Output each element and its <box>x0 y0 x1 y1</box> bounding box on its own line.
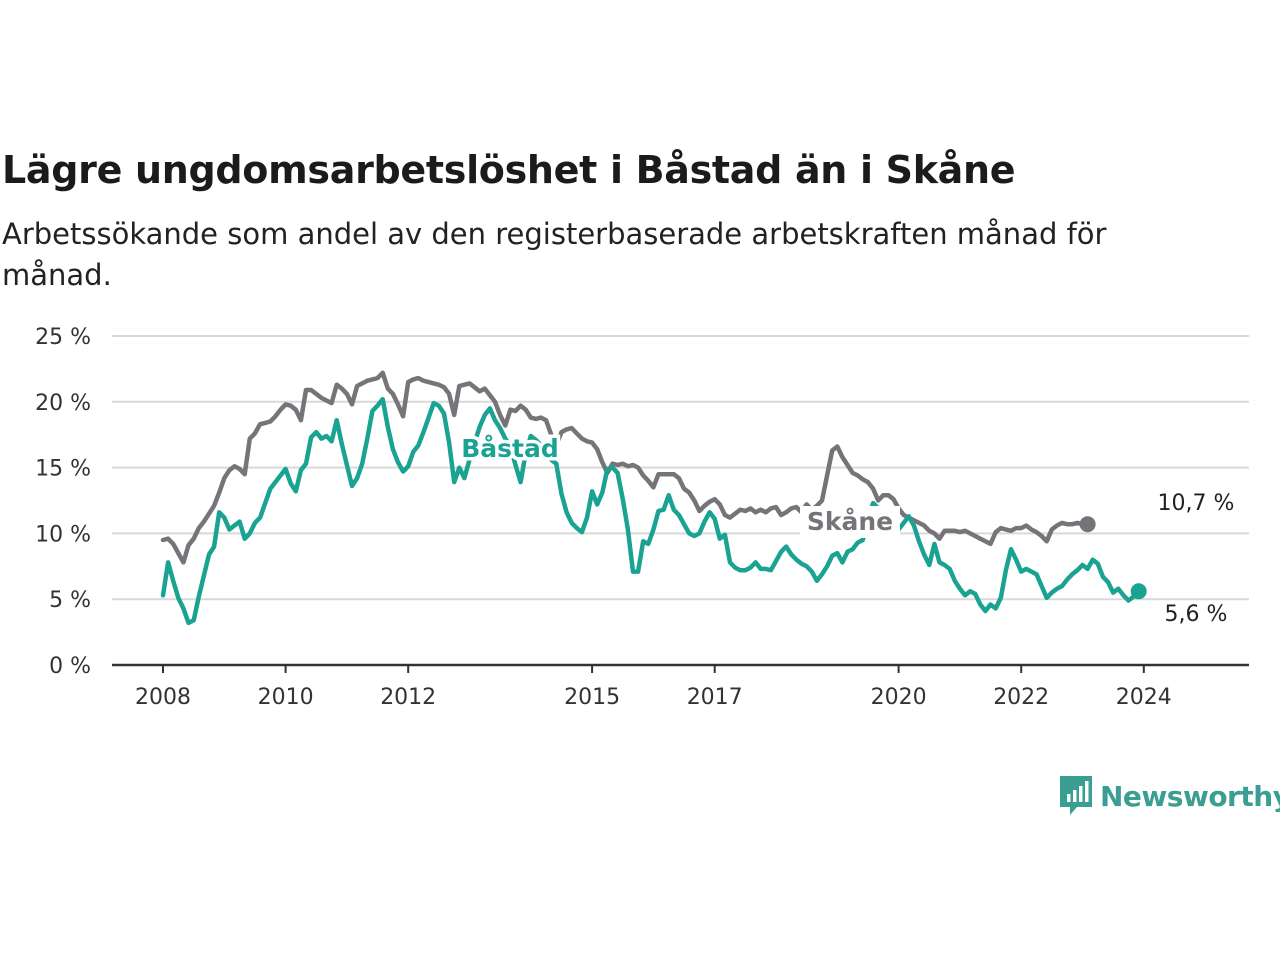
x-tick-label: 2022 <box>993 685 1049 710</box>
y-tick-label: 25 % <box>35 325 91 350</box>
x-tick-label: 2012 <box>380 685 436 710</box>
y-tick-label: 5 % <box>49 588 91 613</box>
series-line-skne <box>160 370 1090 565</box>
x-tick-label: 2024 <box>1116 685 1172 710</box>
series-label-bastad: Båstad <box>461 434 559 463</box>
end-value-label-skane: 10,7 % <box>1158 491 1235 516</box>
x-tick-label: 2008 <box>135 685 191 710</box>
series-end-marker <box>1130 583 1147 600</box>
y-tick-label: 20 % <box>35 391 91 416</box>
y-tick-label: 15 % <box>35 457 91 482</box>
axes: 0 % 5 % 10 % 15 % 20 % 25 % 2008 2010 2012 2015 20… <box>35 325 1249 710</box>
x-tick-label: 2010 <box>258 685 314 710</box>
newsworthy-brand[interactable]: Newsworthy <box>1058 774 1280 818</box>
labels: Skåne Båstad 10,7 % 5,6 % <box>458 431 1235 628</box>
end-value-label-bastad: 5,6 % <box>1165 602 1228 627</box>
x-tick-label: 2017 <box>687 685 743 710</box>
chart-title: Lägre ungdomsarbetslöshet i Båstad än i … <box>2 148 1016 192</box>
series-lines <box>160 370 1147 626</box>
series-end-marker <box>1079 516 1096 533</box>
series-line-bstad <box>160 396 1141 626</box>
y-tick-label: 0 % <box>49 654 91 679</box>
newsworthy-logo-icon <box>1060 776 1092 815</box>
grid-lines <box>112 335 1249 601</box>
y-tick-label: 10 % <box>35 522 91 547</box>
x-tick-label: 2015 <box>564 685 620 710</box>
line-chart: 0 % 5 % 10 % 15 % 20 % 25 % 2008 2010 2012 2015 20… <box>35 325 1249 710</box>
x-tick-label: 2020 <box>871 685 927 710</box>
chart-subtitle: Arbetssökande som andel av den registerb… <box>2 217 1107 292</box>
brand-name: Newsworthy <box>1100 779 1280 813</box>
series-label-background <box>800 506 900 538</box>
series-label-skane: Skåne <box>807 507 893 536</box>
